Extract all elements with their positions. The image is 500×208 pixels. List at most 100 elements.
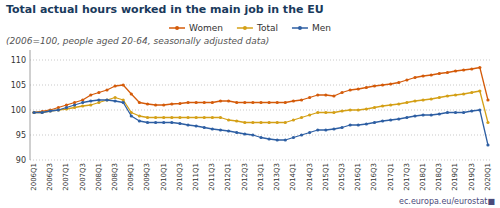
x-tick-label: 2014Q1 bbox=[289, 163, 297, 191]
point bbox=[381, 104, 384, 107]
x-tick-label: 2013Q3 bbox=[273, 163, 281, 191]
legend-item: Men bbox=[292, 23, 331, 33]
point bbox=[97, 91, 100, 94]
x-tick-label: 2012Q1 bbox=[224, 163, 232, 191]
x-tick-label: 2018Q1 bbox=[419, 163, 427, 191]
point bbox=[146, 116, 149, 119]
point bbox=[373, 106, 376, 109]
point bbox=[357, 87, 360, 90]
point bbox=[219, 99, 222, 102]
point bbox=[308, 96, 311, 99]
point bbox=[478, 89, 481, 92]
point bbox=[430, 113, 433, 116]
point bbox=[219, 116, 222, 119]
point bbox=[211, 101, 214, 104]
legend-item: Women bbox=[169, 23, 223, 33]
point bbox=[138, 101, 141, 104]
point bbox=[357, 123, 360, 126]
x-tick-label: 2006Q3 bbox=[46, 163, 54, 191]
point bbox=[340, 126, 343, 129]
point bbox=[446, 94, 449, 97]
series bbox=[32, 66, 489, 114]
chart-container: Total actual hours worked in the main jo… bbox=[0, 0, 500, 208]
legend-label: Women bbox=[189, 23, 223, 33]
point bbox=[478, 108, 481, 111]
point bbox=[332, 127, 335, 130]
point bbox=[49, 109, 52, 112]
point bbox=[365, 86, 368, 89]
point bbox=[162, 121, 165, 124]
point bbox=[381, 83, 384, 86]
x-tick-label: 2008Q3 bbox=[111, 163, 119, 191]
point bbox=[227, 129, 230, 132]
x-tick-label: 2010Q1 bbox=[160, 163, 168, 191]
point bbox=[373, 84, 376, 87]
annotation: ec.europa.eu/eurostat■ bbox=[399, 197, 495, 206]
point bbox=[405, 78, 408, 81]
legend-marker bbox=[243, 26, 247, 30]
point bbox=[186, 101, 189, 104]
x-tick-label: 2019Q1 bbox=[451, 163, 459, 191]
point bbox=[486, 143, 489, 146]
point bbox=[89, 99, 92, 102]
series-line bbox=[34, 91, 488, 123]
point bbox=[478, 66, 481, 69]
point bbox=[349, 88, 352, 91]
x-tick-label: 2011Q1 bbox=[192, 163, 200, 191]
point bbox=[251, 133, 254, 136]
point bbox=[114, 84, 117, 87]
point bbox=[251, 121, 254, 124]
point bbox=[227, 99, 230, 102]
point bbox=[422, 113, 425, 116]
point bbox=[486, 121, 489, 124]
y-tick-label: 100 bbox=[11, 106, 26, 115]
point bbox=[259, 136, 262, 139]
title: Total actual hours worked in the main jo… bbox=[6, 3, 324, 16]
point bbox=[235, 101, 238, 104]
point bbox=[146, 102, 149, 105]
point bbox=[32, 111, 35, 114]
plot-area bbox=[32, 66, 489, 147]
point bbox=[195, 101, 198, 104]
point bbox=[235, 119, 238, 122]
point bbox=[235, 131, 238, 134]
x-tick-label: 2015Q1 bbox=[322, 163, 330, 191]
point bbox=[170, 102, 173, 105]
point bbox=[203, 116, 206, 119]
point bbox=[170, 116, 173, 119]
point bbox=[486, 98, 489, 101]
point bbox=[268, 137, 271, 140]
point bbox=[276, 121, 279, 124]
point bbox=[324, 111, 327, 114]
point bbox=[243, 101, 246, 104]
point bbox=[32, 111, 35, 114]
x-tick-label: 2014Q3 bbox=[306, 163, 314, 191]
point bbox=[65, 106, 68, 109]
point bbox=[324, 128, 327, 131]
point bbox=[73, 103, 76, 106]
point bbox=[227, 118, 230, 121]
point bbox=[316, 128, 319, 131]
point bbox=[49, 109, 52, 112]
point bbox=[357, 108, 360, 111]
point bbox=[186, 123, 189, 126]
point bbox=[446, 71, 449, 74]
series bbox=[32, 98, 489, 146]
y-tick-label: 110 bbox=[11, 56, 26, 65]
point bbox=[57, 108, 60, 111]
point bbox=[454, 69, 457, 72]
x-tick-label: 2020Q1 bbox=[484, 163, 492, 191]
x-tick-label: 2006Q1 bbox=[30, 163, 38, 191]
y-tick-label: 105 bbox=[11, 81, 26, 90]
point bbox=[413, 99, 416, 102]
x-tick-label: 2009Q1 bbox=[127, 163, 135, 191]
point bbox=[413, 76, 416, 79]
point bbox=[470, 67, 473, 70]
grid-line bbox=[30, 110, 492, 111]
point bbox=[284, 101, 287, 104]
point bbox=[178, 122, 181, 125]
point bbox=[349, 123, 352, 126]
point bbox=[81, 101, 84, 104]
point bbox=[259, 121, 262, 124]
point bbox=[122, 101, 125, 104]
